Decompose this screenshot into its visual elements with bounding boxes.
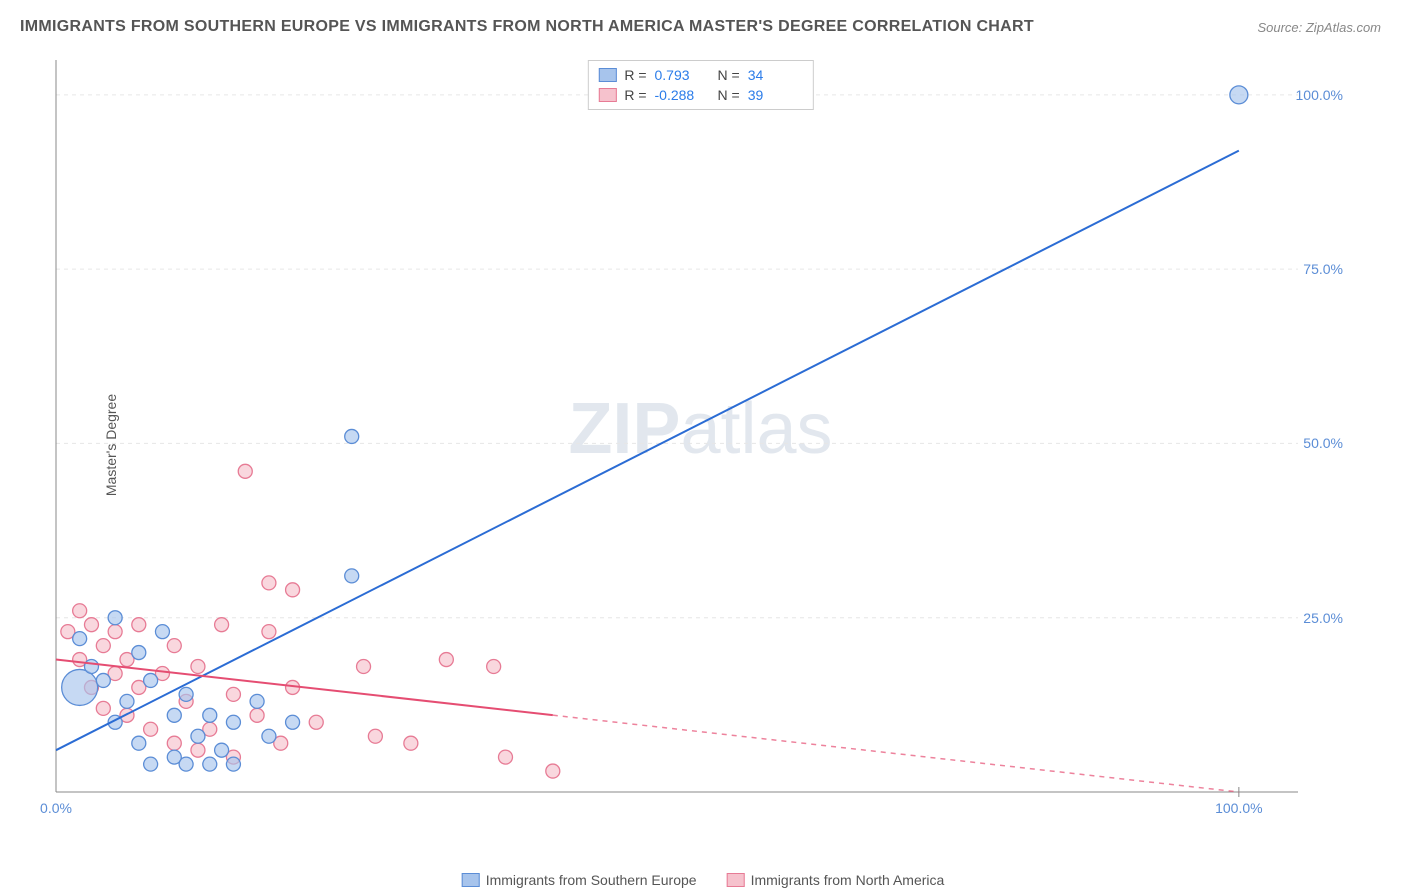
legend-row: R = -0.288 N = 39: [598, 85, 802, 105]
legend-swatch: [598, 68, 616, 82]
y-tick-label: 75.0%: [1303, 261, 1343, 277]
n-label: N =: [718, 67, 740, 83]
legend-row: R = 0.793 N = 34: [598, 65, 802, 85]
legend-label: Immigrants from Southern Europe: [486, 872, 697, 888]
y-tick-label: 50.0%: [1303, 435, 1343, 451]
legend-swatch: [598, 88, 616, 102]
legend-item: Immigrants from North America: [727, 872, 945, 888]
n-value: 39: [748, 87, 803, 103]
x-tick-label: 0.0%: [40, 800, 72, 816]
series-legend: Immigrants from Southern Europe Immigrant…: [462, 872, 945, 888]
y-tick-label: 100.0%: [1296, 87, 1343, 103]
n-value: 34: [748, 67, 803, 83]
source-attribution: Source: ZipAtlas.com: [1257, 20, 1381, 35]
x-tick-label: 100.0%: [1215, 800, 1262, 816]
r-label: R =: [624, 87, 646, 103]
y-tick-label: 25.0%: [1303, 610, 1343, 626]
legend-swatch: [727, 873, 745, 887]
chart-area: Master's Degree ZIPatlas 25.0%50.0%75.0%…: [48, 50, 1353, 840]
legend-swatch: [462, 873, 480, 887]
r-value: 0.793: [655, 67, 710, 83]
chart-title: IMMIGRANTS FROM SOUTHERN EUROPE VS IMMIG…: [20, 18, 1034, 36]
legend-label: Immigrants from North America: [751, 872, 945, 888]
correlation-legend: R = 0.793 N = 34 R = -0.288 N = 39: [587, 60, 813, 110]
scatter-chart: [48, 50, 1353, 840]
n-label: N =: [718, 87, 740, 103]
r-label: R =: [624, 67, 646, 83]
legend-item: Immigrants from Southern Europe: [462, 872, 697, 888]
r-value: -0.288: [655, 87, 710, 103]
